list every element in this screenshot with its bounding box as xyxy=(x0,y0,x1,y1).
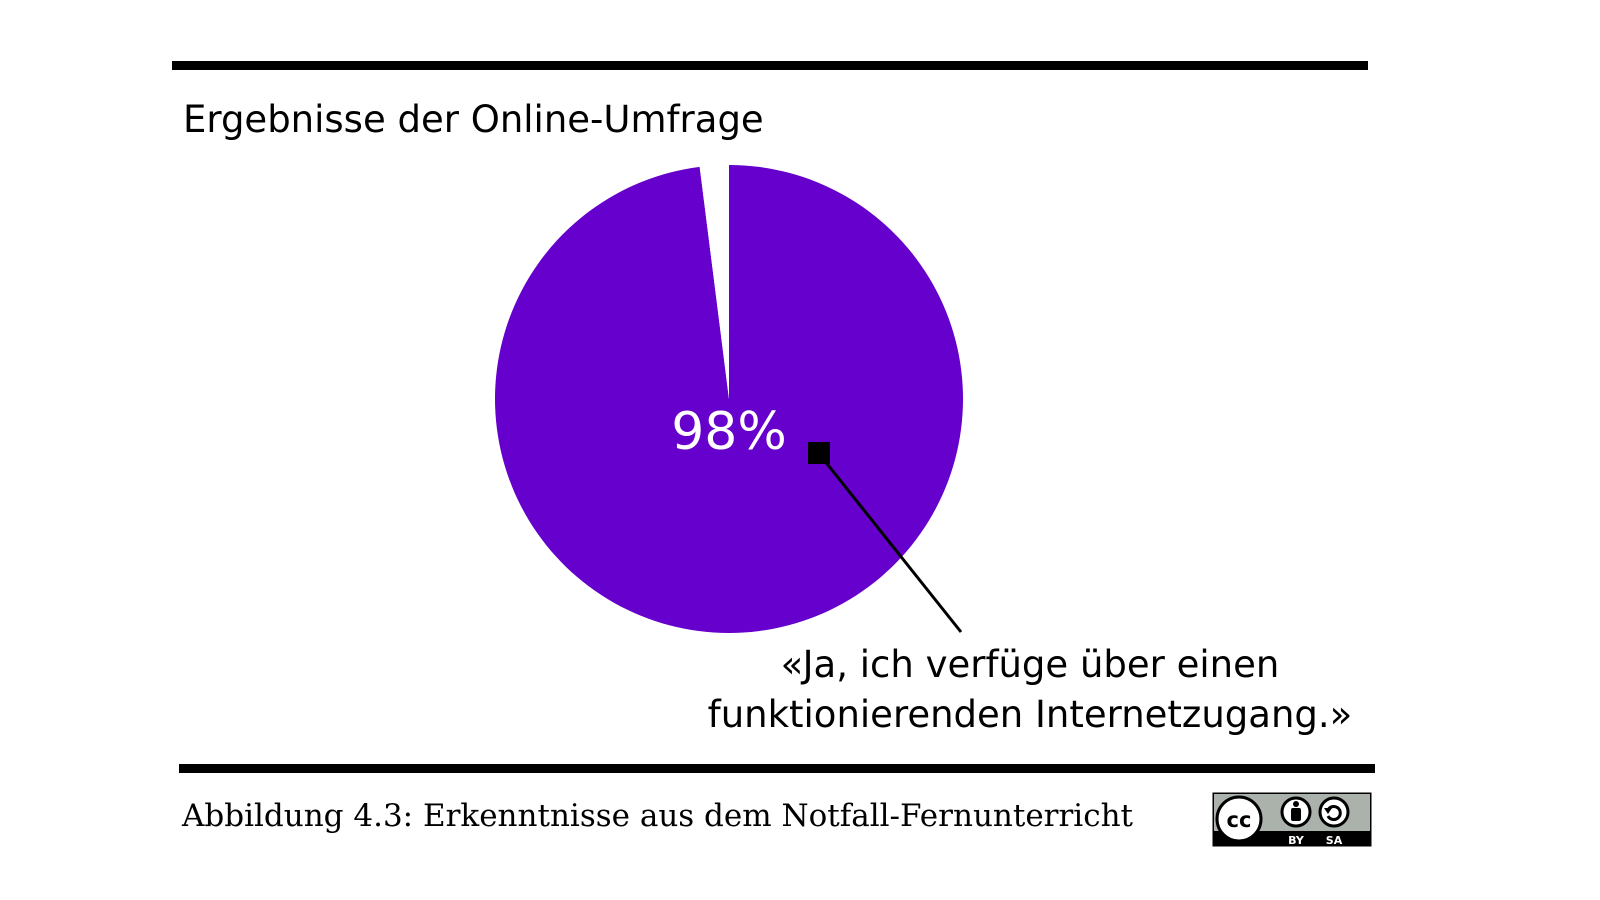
slice-value-label: 98% xyxy=(671,402,787,462)
svg-text:cc: cc xyxy=(1227,808,1252,832)
badge-label-sa: SA xyxy=(1326,834,1343,847)
leader-marker xyxy=(808,442,830,464)
cc-icon: cc xyxy=(1215,795,1263,843)
slice-annotation: «Ja, ich verfüge über einen funktioniere… xyxy=(700,640,1360,740)
pie-slice-2 xyxy=(699,165,729,399)
leader-line xyxy=(818,454,963,633)
cc-by-sa-badge: cc BY SA xyxy=(1212,792,1372,847)
chart-title: Ergebnisse der Online-Umfrage xyxy=(183,98,764,141)
badge-label-by: BY xyxy=(1288,834,1305,847)
by-icon xyxy=(1280,796,1312,828)
figure-caption: Abbildung 4.3: Erkenntnisse aus dem Notf… xyxy=(182,798,1134,834)
sa-icon xyxy=(1318,796,1350,828)
annotation-line-1: «Ja, ich verfüge über einen xyxy=(780,643,1280,686)
annotation-line-2: funktionierenden Internetzugang.» xyxy=(707,693,1353,736)
pie-slice-1 xyxy=(495,165,963,634)
bottom-rule xyxy=(179,764,1375,773)
top-rule xyxy=(172,61,1368,70)
